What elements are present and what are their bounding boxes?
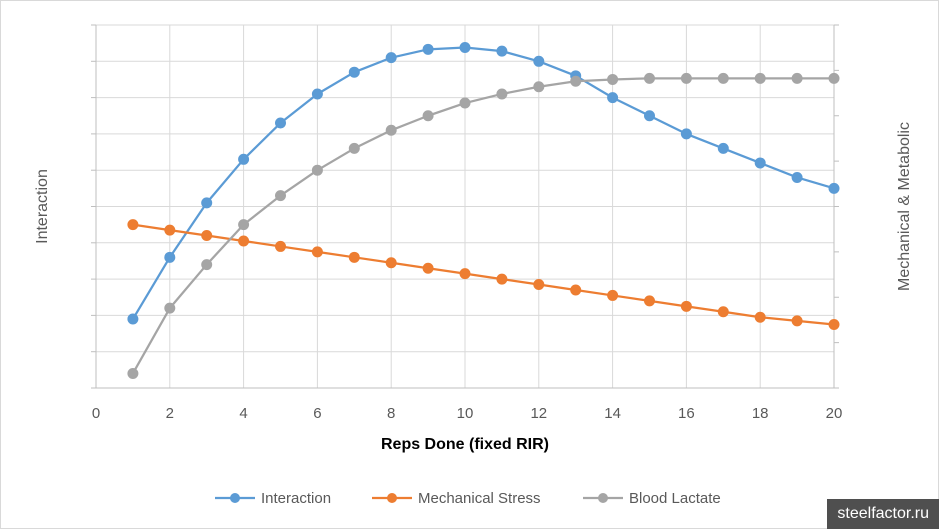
y-axis-left-title: Interaction <box>34 169 51 244</box>
data-point <box>533 55 545 67</box>
x-tick-label: 16 <box>678 405 695 422</box>
data-point <box>570 75 582 87</box>
x-tick-label: 18 <box>752 405 769 422</box>
data-point <box>496 45 508 57</box>
data-point <box>201 197 213 209</box>
data-point <box>496 88 508 100</box>
data-point <box>496 273 508 285</box>
data-point <box>644 72 655 84</box>
data-point <box>164 224 176 236</box>
legend-item: Blood Lactate <box>583 490 721 507</box>
data-point <box>791 315 803 327</box>
data-point <box>164 302 176 314</box>
series-line <box>131 77 834 375</box>
data-point <box>422 43 434 55</box>
data-point <box>127 367 139 379</box>
data-point <box>791 171 803 183</box>
data-point <box>459 97 471 109</box>
data-point <box>754 157 766 169</box>
data-point <box>201 230 213 242</box>
data-point <box>275 190 286 202</box>
data-point <box>754 72 766 84</box>
data-point <box>422 262 434 274</box>
data-point <box>533 279 545 291</box>
data-point <box>348 251 360 263</box>
legend-item: Interaction <box>215 490 331 507</box>
series-blood-lactate <box>127 72 840 379</box>
data-point <box>754 311 766 323</box>
data-point <box>459 268 471 280</box>
data-point <box>459 42 471 54</box>
data-point <box>644 295 655 307</box>
data-point <box>311 164 323 176</box>
x-tick-label: 6 <box>313 405 321 422</box>
legend-marker <box>230 493 240 503</box>
data-point <box>348 142 360 154</box>
data-point <box>238 153 250 165</box>
x-tick-label: 14 <box>604 405 621 422</box>
data-point <box>570 284 582 296</box>
data-point <box>717 142 729 154</box>
data-point <box>385 124 397 136</box>
x-tick-label: 8 <box>387 405 395 422</box>
series-interaction <box>127 42 840 325</box>
series-layer <box>127 42 840 379</box>
legend: Interaction Mechanical Stress Blood Lactat… <box>215 490 721 507</box>
axes: 0 2 4 6 8 10 12 14 16 18 20 <box>91 24 843 422</box>
data-point <box>311 88 323 100</box>
data-point <box>791 72 803 84</box>
data-point <box>607 73 619 85</box>
legend-marker <box>598 493 608 503</box>
data-point <box>717 72 729 84</box>
data-point <box>644 110 655 122</box>
y-axis-right-title: Mechanical & Metabolic <box>896 122 913 291</box>
data-point <box>680 72 692 84</box>
data-point <box>828 318 840 330</box>
series-line <box>131 46 835 320</box>
data-point <box>607 92 619 104</box>
x-tick-label: 0 <box>92 405 100 422</box>
data-point <box>127 219 139 231</box>
data-point <box>385 52 397 64</box>
x-tick-label: 10 <box>457 405 474 422</box>
data-point <box>348 66 360 78</box>
series-mechanical-stress <box>127 219 840 330</box>
data-point <box>238 219 250 231</box>
data-point <box>828 72 840 84</box>
data-point <box>164 251 176 263</box>
x-tick-label: 2 <box>166 405 174 422</box>
data-point <box>680 300 692 312</box>
data-point <box>828 182 840 194</box>
legend-label: Interaction <box>261 490 331 507</box>
x-axis-title: Reps Done (fixed RIR) <box>381 436 549 453</box>
data-point <box>201 259 213 271</box>
data-point <box>385 257 397 269</box>
data-point <box>717 306 729 318</box>
x-tick-label: 4 <box>239 405 247 422</box>
data-point <box>127 313 139 325</box>
x-tick-label: 12 <box>530 405 547 422</box>
axis-labels: Reps Done (fixed RIR) Interaction Mechan… <box>34 122 913 453</box>
data-point <box>422 110 434 122</box>
data-point <box>533 81 545 93</box>
data-point <box>275 240 286 252</box>
legend-item: Mechanical Stress <box>372 490 541 507</box>
x-tick-label: 20 <box>826 405 843 422</box>
data-point <box>275 117 286 129</box>
data-point <box>607 289 619 301</box>
legend-label: Blood Lactate <box>629 490 721 507</box>
watermark: steelfactor.ru <box>827 499 939 529</box>
series-line <box>132 223 835 326</box>
data-point <box>238 235 250 247</box>
data-point <box>311 246 323 258</box>
legend-marker <box>387 493 397 503</box>
legend-label: Mechanical Stress <box>418 490 541 507</box>
data-point <box>680 128 692 140</box>
